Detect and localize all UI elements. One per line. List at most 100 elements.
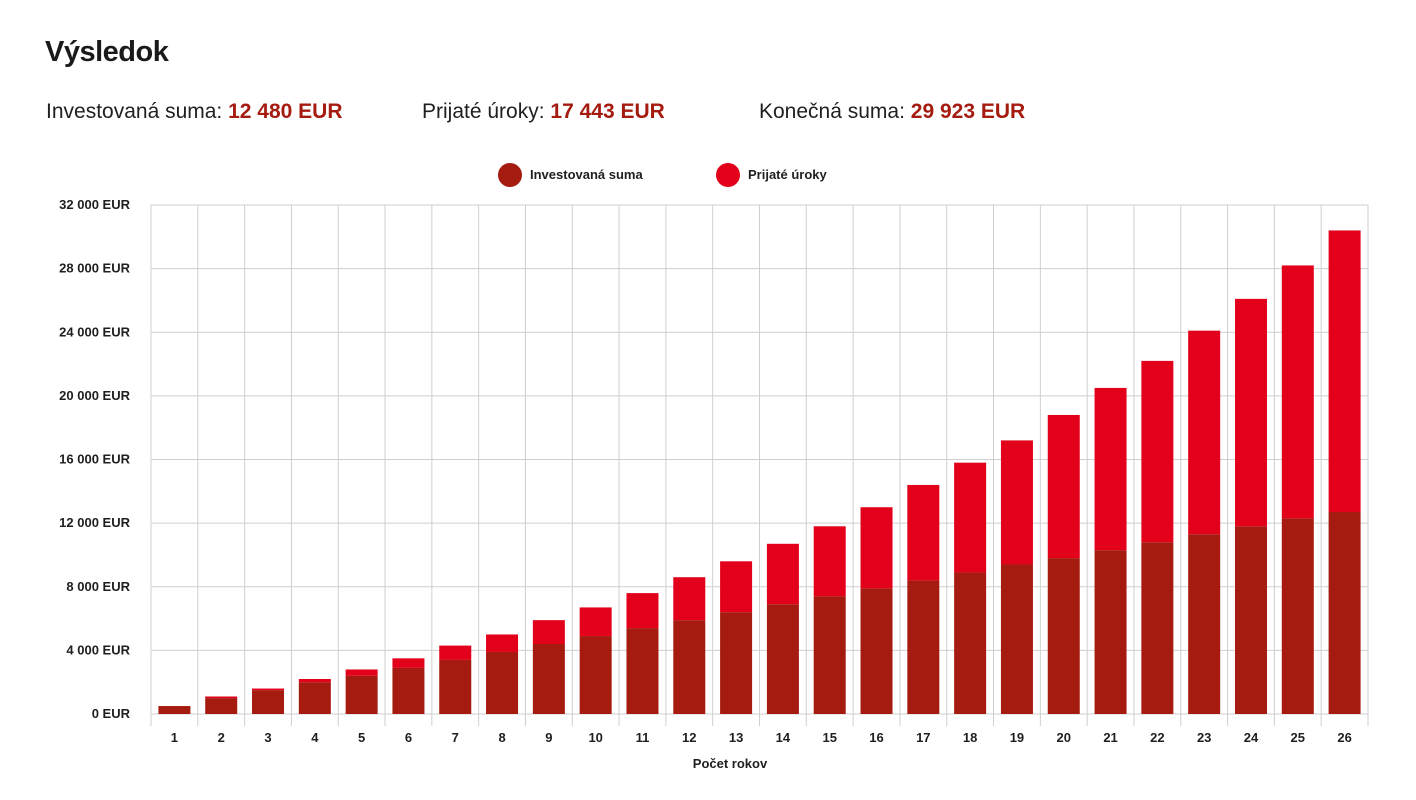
- bar-invested-year-17[interactable]: [907, 580, 940, 714]
- bar-invested-year-25[interactable]: [1281, 518, 1314, 714]
- bar-interest-year-2[interactable]: [205, 696, 238, 699]
- y-tick-label: 28 000 EUR: [59, 261, 130, 276]
- bar-invested-year-23[interactable]: [1188, 534, 1221, 714]
- x-tick-label: 1: [171, 730, 178, 745]
- bar-interest-year-12[interactable]: [673, 577, 706, 621]
- bar-interest-year-23[interactable]: [1188, 330, 1221, 535]
- bar-interest-year-7[interactable]: [439, 645, 472, 660]
- bar-invested-year-24[interactable]: [1234, 526, 1267, 714]
- x-tick-label: 24: [1244, 730, 1259, 745]
- bar-interest-year-4[interactable]: [298, 679, 331, 683]
- bar-interest-year-17[interactable]: [907, 484, 940, 581]
- y-tick-label: 24 000 EUR: [59, 324, 130, 339]
- legend[interactable]: Investovaná suma Prijaté úroky: [498, 163, 828, 187]
- bar-invested-year-1[interactable]: [158, 706, 191, 714]
- bar-invested-year-15[interactable]: [813, 596, 846, 714]
- y-tick-label: 20 000 EUR: [59, 388, 130, 403]
- bar-invested-year-18[interactable]: [954, 572, 987, 714]
- bar-interest-year-21[interactable]: [1094, 387, 1127, 551]
- x-tick-label: 2: [218, 730, 225, 745]
- bar-interest-year-15[interactable]: [813, 526, 846, 597]
- x-tick-label: 23: [1197, 730, 1211, 745]
- bar-invested-year-3[interactable]: [252, 690, 285, 714]
- x-tick-label: 20: [1057, 730, 1071, 745]
- legend-swatch-invested: [498, 163, 522, 187]
- x-axis-title: Počet rokov: [693, 756, 768, 771]
- bar-invested-year-22[interactable]: [1141, 542, 1174, 714]
- summary-invested-label: Investovaná suma:: [46, 100, 223, 123]
- bar-interest-year-26[interactable]: [1328, 230, 1361, 512]
- x-tick-label: 6: [405, 730, 412, 745]
- legend-label-invested: Investovaná suma: [530, 167, 643, 182]
- x-tick-label: 5: [358, 730, 365, 745]
- x-tick-label: 4: [311, 730, 319, 745]
- bar-interest-year-25[interactable]: [1281, 265, 1314, 519]
- x-tick-label: 3: [264, 730, 271, 745]
- y-tick-label: 12 000 EUR: [59, 515, 130, 530]
- bar-interest-year-9[interactable]: [532, 620, 565, 645]
- bar-invested-year-26[interactable]: [1328, 511, 1361, 714]
- bar-invested-year-12[interactable]: [673, 620, 706, 714]
- y-tick-label: 0 EUR: [92, 706, 131, 721]
- y-tick-label: 8 000 EUR: [66, 579, 130, 594]
- x-tick-label: 9: [545, 730, 552, 745]
- x-tick-label: 13: [729, 730, 743, 745]
- bar-interest-year-22[interactable]: [1141, 360, 1174, 543]
- bar-interest-year-8[interactable]: [486, 634, 519, 652]
- bar-interest-year-18[interactable]: [954, 462, 987, 573]
- legend-label-interest: Prijaté úroky: [748, 167, 828, 182]
- bar-invested-year-20[interactable]: [1047, 558, 1080, 714]
- summary-total-value: 29 923 EUR: [910, 100, 1026, 123]
- x-tick-label: 19: [1010, 730, 1024, 745]
- summary-invested-value: 12 480 EUR: [228, 100, 343, 123]
- bar-interest-year-10[interactable]: [579, 607, 612, 637]
- summary-total: Konečná suma: 29 923 EUR: [759, 100, 1025, 124]
- bar-invested-year-10[interactable]: [579, 636, 612, 714]
- y-tick-label: 32 000 EUR: [59, 197, 130, 212]
- bar-invested-year-7[interactable]: [439, 659, 472, 714]
- bar-interest-year-5[interactable]: [345, 669, 378, 676]
- x-tick-label: 18: [963, 730, 977, 745]
- x-tick-label: 10: [588, 730, 602, 745]
- bar-invested-year-8[interactable]: [486, 651, 519, 714]
- bar-invested-year-4[interactable]: [298, 682, 331, 714]
- grid: [150, 204, 1369, 726]
- bar-invested-year-2[interactable]: [205, 698, 238, 714]
- bar-invested-year-11[interactable]: [626, 628, 659, 714]
- x-tick-label: 8: [498, 730, 505, 745]
- bar-invested-year-9[interactable]: [532, 644, 565, 714]
- bar-interest-year-11[interactable]: [626, 593, 659, 629]
- bar-invested-year-13[interactable]: [720, 612, 753, 714]
- bar-interest-year-24[interactable]: [1234, 298, 1267, 527]
- bar-invested-year-21[interactable]: [1094, 550, 1127, 714]
- bar-interest-year-3[interactable]: [252, 688, 285, 691]
- x-tick-label: 12: [682, 730, 696, 745]
- bar-invested-year-6[interactable]: [392, 667, 425, 714]
- x-tick-label: 11: [636, 730, 650, 745]
- summary-invested: Investovaná suma: 12 480 EUR: [46, 100, 343, 124]
- x-tick-label: 15: [822, 730, 836, 745]
- x-tick-label: 25: [1291, 730, 1305, 745]
- summary-total-label: Konečná suma:: [759, 100, 905, 123]
- bar-interest-year-14[interactable]: [766, 543, 799, 605]
- bar-interest-year-6[interactable]: [392, 658, 425, 668]
- summary-interest-value: 17 443 EUR: [550, 100, 665, 123]
- x-tick-label: 7: [452, 730, 459, 745]
- x-tick-label: 26: [1337, 730, 1351, 745]
- bar-interest-year-20[interactable]: [1047, 414, 1080, 559]
- bar-invested-year-16[interactable]: [860, 588, 893, 714]
- bar-invested-year-19[interactable]: [1000, 564, 1033, 714]
- page-title: Výsledok: [45, 36, 169, 68]
- y-tick-label: 16 000 EUR: [59, 452, 130, 467]
- bar-invested-year-14[interactable]: [766, 604, 799, 714]
- x-tick-label: 17: [916, 730, 930, 745]
- bar-interest-year-16[interactable]: [860, 507, 893, 589]
- y-tick-label: 4 000 EUR: [66, 642, 130, 657]
- x-tick-label: 21: [1103, 730, 1117, 745]
- bar-interest-year-19[interactable]: [1000, 440, 1033, 565]
- bar-invested-year-5[interactable]: [345, 675, 378, 714]
- summary-interest-label: Prijaté úroky:: [422, 100, 545, 123]
- bar-interest-year-13[interactable]: [720, 561, 753, 613]
- legend-swatch-interest: [716, 163, 740, 187]
